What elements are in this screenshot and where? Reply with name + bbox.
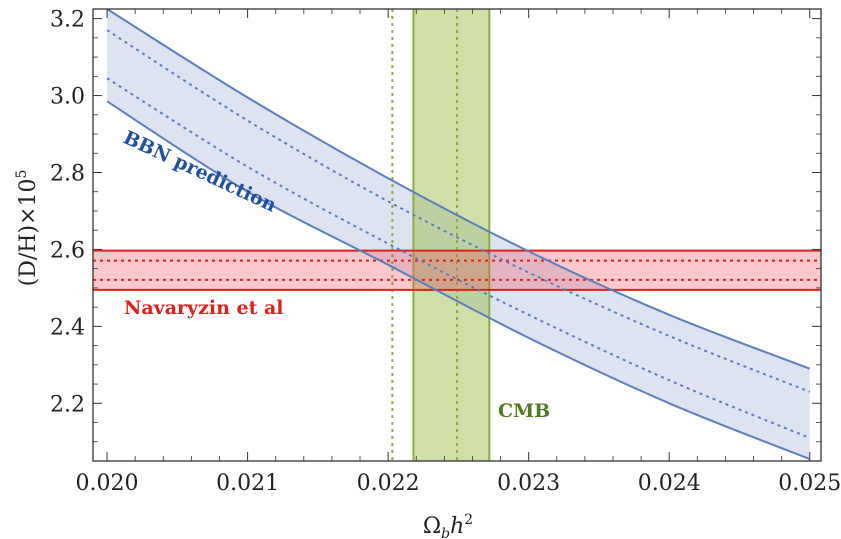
y-tick-label: 2.6 <box>50 238 85 263</box>
bbn-upper-line <box>106 9 811 370</box>
navaryzin-band-layer <box>93 249 821 291</box>
y-tick-label: 2.4 <box>50 315 85 340</box>
bbn-band-fill-layer <box>107 9 810 460</box>
x-tick-label: 0.021 <box>216 471 279 496</box>
x-tick-label: 0.022 <box>357 471 420 496</box>
ticks-layer: 0.020 0.021 0.022 0.023 0.024 0.025 2.2 2.4 2.6 2… <box>50 8 841 496</box>
x-axis-label: Ωbh2 <box>423 512 473 539</box>
navaryzin-band-area <box>93 250 821 290</box>
y-tick-label: 2.8 <box>50 161 85 186</box>
x-tick-label: 0.020 <box>76 471 139 496</box>
y-tick-label: 2.2 <box>50 392 85 417</box>
y-axis-label: (D/H)×105 <box>14 170 41 287</box>
navaryzin-label: Navaryzin et al <box>124 297 284 319</box>
bbn-center-upper-dashed <box>106 29 811 393</box>
x-tick-label: 0.025 <box>778 471 841 496</box>
bbn-band-area <box>107 9 810 460</box>
plot-frame <box>92 8 822 462</box>
x-tick-label: 0.024 <box>638 471 701 496</box>
y-tick-label: 3.2 <box>50 8 85 33</box>
bbn-band-lines-layer <box>106 9 811 461</box>
x-tick-label: 0.023 <box>497 471 560 496</box>
bbn-lower-line <box>106 100 811 461</box>
cmb-label: CMB <box>498 400 550 422</box>
y-tick-label: 3.0 <box>50 85 85 110</box>
